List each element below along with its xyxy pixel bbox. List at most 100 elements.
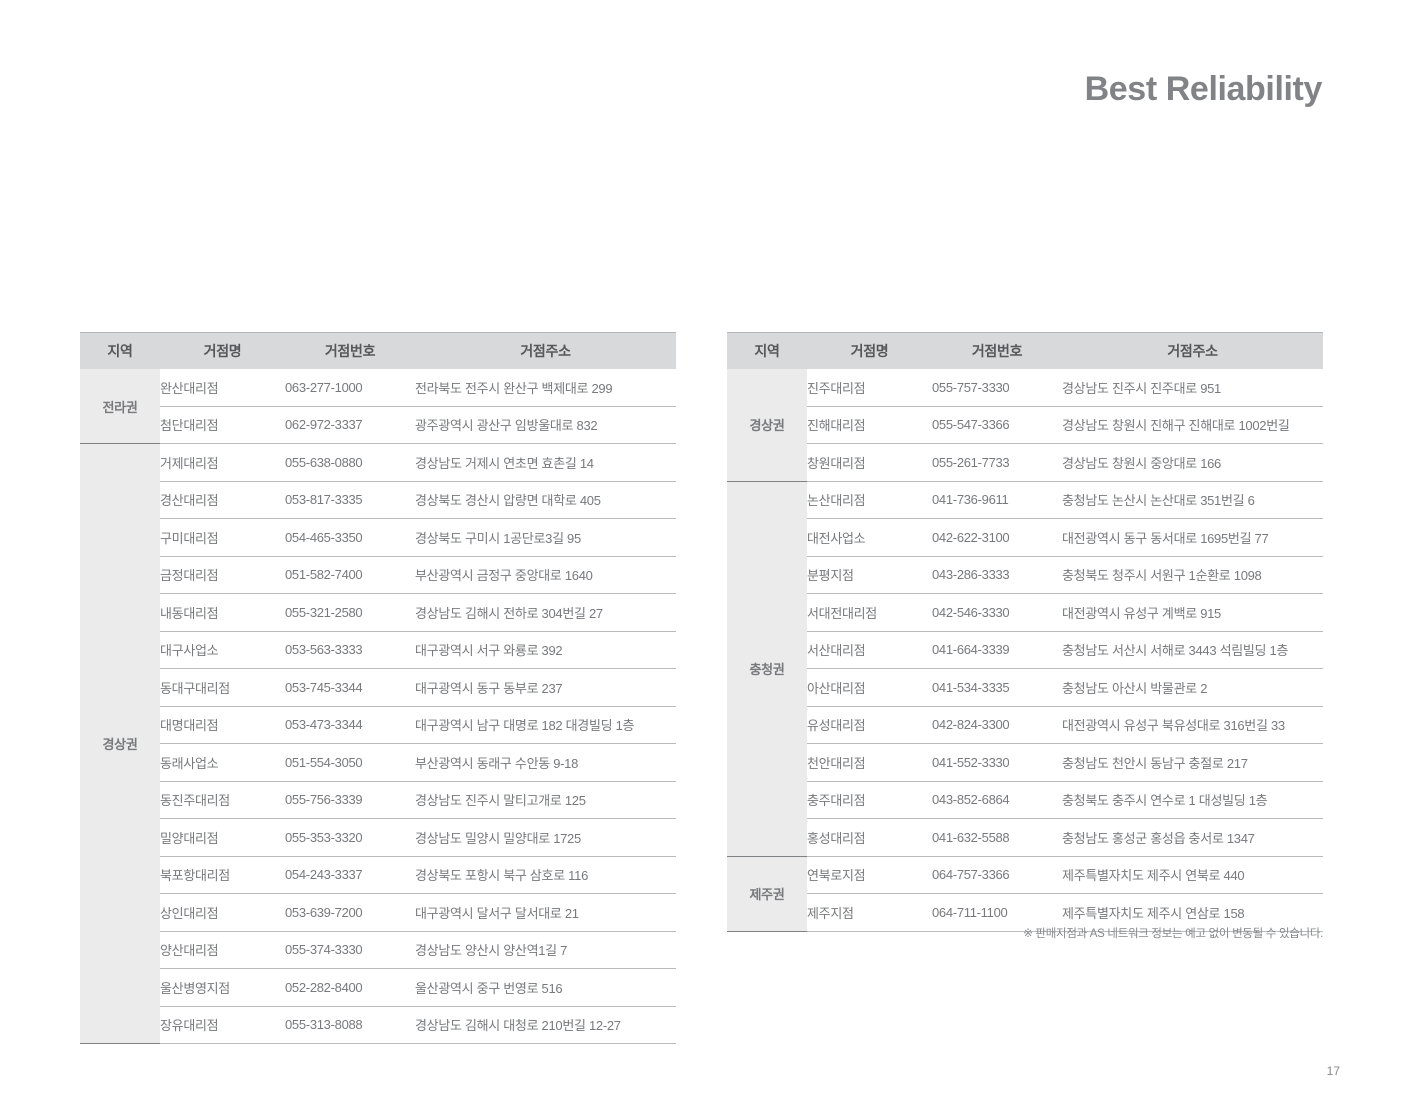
table-row: 장유대리점 055-313-8088 경상남도 김해시 대청로 210번길 12-2… <box>80 1006 676 1044</box>
branch-name: 완산대리점 <box>160 369 285 407</box>
branch-address: 충청남도 서산시 서해로 3443 석림빌딩 1층 <box>1062 631 1323 669</box>
table-row: 홍성대리점 041-632-5588 충청남도 홍성군 홍성읍 충서로 1347 <box>727 818 1323 857</box>
branch-name: 금정대리점 <box>160 556 285 594</box>
branch-phone: 053-817-3335 <box>285 481 415 519</box>
branch-address: 제주특별자치도 제주시 연북로 440 <box>1062 856 1323 894</box>
branch-name: 경산대리점 <box>160 481 285 519</box>
branch-name: 구미대리점 <box>160 518 285 557</box>
branch-table-left-wrapper: 지역 거점명 거점번호 거점주소 전라권 완산대리점 063-277-1000 전라북… <box>80 332 676 1044</box>
branch-name: 충주대리점 <box>807 781 932 819</box>
branch-address: 충청남도 홍성군 홍성읍 충서로 1347 <box>1062 818 1323 857</box>
branch-address: 경상남도 양산시 양산역1길 7 <box>415 931 676 969</box>
branch-address: 대구광역시 남구 대명로 182 대경빌딩 1층 <box>415 706 676 744</box>
table-row: 내동대리점 055-321-2580 경상남도 김해시 전하로 304번길 27 <box>80 593 676 632</box>
table-row: 울산병영지점 052-282-8400 울산광역시 중구 번영로 516 <box>80 968 676 1007</box>
table-header-row: 지역 거점명 거점번호 거점주소 <box>727 332 1323 369</box>
table-row: 제주지점 064-711-1100 제주특별자치도 제주시 연삼로 158 <box>727 893 1323 932</box>
branch-phone: 053-639-7200 <box>285 893 415 932</box>
region-label: 경상권 <box>727 369 807 482</box>
branch-phone: 041-664-3339 <box>932 631 1062 669</box>
branch-phone: 043-852-6864 <box>932 781 1062 819</box>
branch-address: 전라북도 전주시 완산구 백제대로 299 <box>415 369 676 407</box>
branch-address: 부산광역시 동래구 수안동 9-18 <box>415 743 676 782</box>
region-label: 제주권 <box>727 856 807 932</box>
branch-name: 분평지점 <box>807 556 932 594</box>
branch-address: 충청북도 충주시 연수로 1 대성빌딩 1층 <box>1062 781 1323 819</box>
table-row: 금정대리점 051-582-7400 부산광역시 금정구 중앙대로 1640 <box>80 556 676 594</box>
branch-phone: 042-546-3330 <box>932 593 1062 632</box>
branch-address: 대구광역시 서구 와룡로 392 <box>415 631 676 669</box>
branch-address: 대전광역시 유성구 계백로 915 <box>1062 593 1323 632</box>
table-row: 동대구대리점 053-745-3344 대구광역시 동구 동부로 237 <box>80 668 676 707</box>
branch-name: 첨단대리점 <box>160 406 285 444</box>
branch-address: 충청남도 논산시 논산대로 351번길 6 <box>1062 481 1323 519</box>
table-row: 창원대리점 055-261-7733 경상남도 창원시 중앙대로 166 <box>727 443 1323 482</box>
branch-name: 상인대리점 <box>160 893 285 932</box>
branch-phone: 041-632-5588 <box>932 818 1062 857</box>
branch-name: 유성대리점 <box>807 706 932 744</box>
branch-phone: 041-552-3330 <box>932 743 1062 782</box>
table-row: 아산대리점 041-534-3335 충청남도 아산시 박물관로 2 <box>727 668 1323 707</box>
region-label: 충청권 <box>727 481 807 857</box>
branch-name: 대전사업소 <box>807 518 932 557</box>
table-row: 천안대리점 041-552-3330 충청남도 천안시 동남구 충절로 217 <box>727 743 1323 782</box>
branch-address: 충청북도 청주시 서원구 1순환로 1098 <box>1062 556 1323 594</box>
branch-phone: 055-313-8088 <box>285 1006 415 1044</box>
branch-phone: 062-972-3337 <box>285 406 415 444</box>
branch-name: 천안대리점 <box>807 743 932 782</box>
branch-address: 경상북도 구미시 1공단로3길 95 <box>415 518 676 557</box>
branch-name: 진주대리점 <box>807 369 932 407</box>
branch-name: 울산병영지점 <box>160 968 285 1007</box>
table-row: 경산대리점 053-817-3335 경상북도 경산시 압량면 대학로 405 <box>80 481 676 519</box>
branch-name: 동진주대리점 <box>160 781 285 819</box>
branch-address: 대전광역시 유성구 북유성대로 316번길 33 <box>1062 706 1323 744</box>
branch-name: 장유대리점 <box>160 1006 285 1044</box>
branch-address: 광주광역시 광산구 임방울대로 832 <box>415 406 676 444</box>
table-row: 북포항대리점 054-243-3337 경상북도 포항시 북구 삼호로 116 <box>80 856 676 894</box>
branch-phone: 053-563-3333 <box>285 631 415 669</box>
table-row: 경상권 진주대리점 055-757-3330 경상남도 진주시 진주대로 951 <box>727 369 1323 482</box>
column-header-region: 지역 <box>80 332 160 369</box>
branch-name: 논산대리점 <box>807 481 932 519</box>
branch-address: 경상북도 포항시 북구 삼호로 116 <box>415 856 676 894</box>
branch-name: 거제대리점 <box>160 443 285 482</box>
branch-phone: 043-286-3333 <box>932 556 1062 594</box>
table-row: 전라권 완산대리점 063-277-1000 전라북도 전주시 완산구 백제대로 29… <box>80 369 676 444</box>
branch-address: 경상남도 진주시 진주대로 951 <box>1062 369 1323 407</box>
branch-address: 대구광역시 동구 동부로 237 <box>415 668 676 707</box>
branch-name: 아산대리점 <box>807 668 932 707</box>
table-row: 서대전대리점 042-546-3330 대전광역시 유성구 계백로 915 <box>727 593 1323 632</box>
region-label: 전라권 <box>80 369 160 444</box>
column-header-address: 거점주소 <box>415 332 676 369</box>
branch-phone: 054-243-3337 <box>285 856 415 894</box>
branch-address: 충청남도 천안시 동남구 충절로 217 <box>1062 743 1323 782</box>
table-row: 충청권 논산대리점 041-736-9611 충청남도 논산시 논산대로 351번길 … <box>727 481 1323 857</box>
branch-phone: 055-374-3330 <box>285 931 415 969</box>
branch-address: 경상남도 거제시 연초면 효촌길 14 <box>415 443 676 482</box>
branch-address: 울산광역시 중구 번영로 516 <box>415 968 676 1007</box>
branch-phone: 054-465-3350 <box>285 518 415 557</box>
branch-address: 제주특별자치도 제주시 연삼로 158 <box>1062 893 1323 932</box>
branch-address: 경상남도 창원시 진해구 진해대로 1002번길 <box>1062 406 1323 444</box>
table-row: 경상권 거제대리점 055-638-0880 경상남도 거제시 연초면 효촌길 14 <box>80 443 676 1044</box>
branch-name: 양산대리점 <box>160 931 285 969</box>
branch-address: 부산광역시 금정구 중앙대로 1640 <box>415 556 676 594</box>
column-header-name: 거점명 <box>160 332 285 369</box>
table-header-left: 지역 거점명 거점번호 거점주소 <box>80 332 676 369</box>
branch-name: 연북로지점 <box>807 856 932 894</box>
table-row: 구미대리점 054-465-3350 경상북도 구미시 1공단로3길 95 <box>80 518 676 557</box>
branch-name: 밀양대리점 <box>160 818 285 857</box>
branch-phone: 055-757-3330 <box>932 369 1062 407</box>
table-row: 첨단대리점 062-972-3337 광주광역시 광산구 임방울대로 832 <box>80 406 676 444</box>
branch-phone: 051-554-3050 <box>285 743 415 782</box>
table-row: 양산대리점 055-374-3330 경상남도 양산시 양산역1길 7 <box>80 931 676 969</box>
branch-address: 경상남도 김해시 전하로 304번길 27 <box>415 593 676 632</box>
branch-phone: 064-711-1100 <box>932 893 1062 932</box>
table-row: 동진주대리점 055-756-3339 경상남도 진주시 말티고개로 125 <box>80 781 676 819</box>
branch-phone: 041-534-3335 <box>932 668 1062 707</box>
branch-table-left: 지역 거점명 거점번호 거점주소 전라권 완산대리점 063-277-1000 전라북… <box>80 332 676 1044</box>
branch-phone: 051-582-7400 <box>285 556 415 594</box>
table-body-right: 경상권 진주대리점 055-757-3330 경상남도 진주시 진주대로 951 진해대… <box>727 369 1323 932</box>
branch-phone: 042-824-3300 <box>932 706 1062 744</box>
branch-address: 대전광역시 동구 동서대로 1695번길 77 <box>1062 518 1323 557</box>
